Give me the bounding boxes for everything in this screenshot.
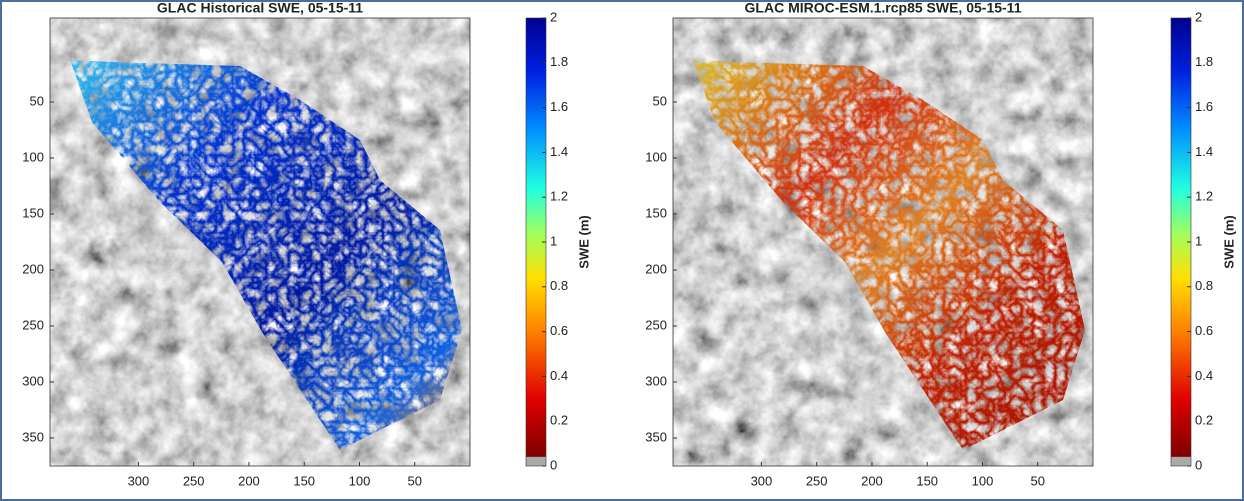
y-tick-label: 300	[22, 373, 44, 388]
colorbar-tick-label: 1	[550, 233, 557, 248]
colorbar-tick-label: 0.6	[550, 323, 568, 338]
y-tick-label: 300	[645, 373, 667, 388]
y-tick-label: 350	[22, 429, 44, 444]
y-tick-label: 350	[645, 429, 667, 444]
colorbar-tick-label: 1.4	[1195, 144, 1213, 159]
x-tick-label: 200	[238, 473, 260, 488]
colorbar-tick-label: 1.8	[550, 54, 568, 69]
colorbar-label: SWE (m)	[1221, 215, 1236, 268]
colorbar-tick-label: 1.2	[1195, 189, 1213, 204]
colorbar-tick-label: 1	[1195, 233, 1202, 248]
y-tick-label: 250	[22, 317, 44, 332]
y-tick-label: 150	[22, 205, 44, 220]
colorbar-tick-label: 0.2	[1195, 413, 1213, 428]
x-tick-label: 150	[916, 473, 938, 488]
y-tick-label: 100	[645, 149, 667, 164]
x-tick-label: 200	[861, 473, 883, 488]
x-tick-label: 50	[1031, 473, 1045, 488]
colorbar-tick-label: 0.2	[550, 413, 568, 428]
y-tick-label: 200	[22, 261, 44, 276]
colorbar-tick-label: 0.8	[550, 278, 568, 293]
chart-title: GLAC MIROC-ESM.1.rcp85 SWE, 05-15-11	[745, 0, 1022, 16]
x-tick-label: 50	[408, 473, 422, 488]
colorbar-tick-label: 0.4	[550, 368, 568, 383]
colorbar-tick-label: 0.6	[1195, 323, 1213, 338]
y-tick-label: 250	[645, 317, 667, 332]
x-tick-label: 300	[751, 473, 773, 488]
figure: GLAC Historical SWE, 05-15-1130025020015…	[0, 0, 1244, 501]
y-tick-label: 150	[645, 205, 667, 220]
x-tick-label: 300	[128, 473, 150, 488]
x-tick-label: 250	[183, 473, 205, 488]
x-tick-label: 100	[972, 473, 994, 488]
colorbar-tick-label: 2	[1195, 9, 1202, 24]
colorbar-tick-label: 1.8	[1195, 54, 1213, 69]
colorbar-tick-label: 0.4	[1195, 368, 1213, 383]
colorbar-label: SWE (m)	[576, 215, 591, 268]
y-tick-label: 200	[645, 261, 667, 276]
colorbar-tick-label: 0	[550, 457, 557, 472]
chart-title: GLAC Historical SWE, 05-15-11	[157, 0, 363, 16]
colorbar-tick-label: 1.6	[550, 99, 568, 114]
colorbar-tick-label: 0.8	[1195, 278, 1213, 293]
x-tick-label: 150	[293, 473, 315, 488]
x-tick-label: 100	[349, 473, 371, 488]
colorbar-tick-label: 1.6	[1195, 99, 1213, 114]
x-tick-label: 250	[806, 473, 828, 488]
map-image-left	[50, 18, 470, 466]
y-tick-label: 50	[653, 93, 667, 108]
colorbar-tick-label: 2	[550, 9, 557, 24]
colorbar-tick-label: 1.4	[550, 144, 568, 159]
y-tick-label: 100	[22, 149, 44, 164]
y-tick-label: 50	[30, 93, 44, 108]
map-image-right	[673, 18, 1093, 466]
colorbar-tick-label: 1.2	[550, 189, 568, 204]
colorbar-tick-label: 0	[1195, 457, 1202, 472]
